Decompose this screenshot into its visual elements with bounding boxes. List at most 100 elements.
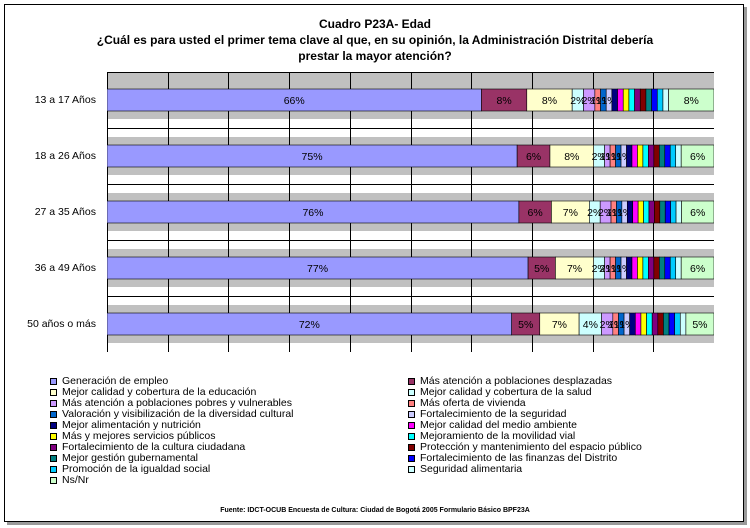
bar-segment [622,88,630,112]
chart-title: Cuadro P23A- Edad [318,17,432,31]
legend-label: Valoración y visibilización de la divers… [62,408,294,420]
bar-segment [626,256,633,280]
data-label: 2% [598,207,613,219]
legend-swatch [408,389,415,396]
data-label: 5% [518,319,533,331]
data-label: 7% [563,207,578,219]
legend-swatch [50,466,57,473]
legend-label: Protección y mantenimiento del espacio p… [420,441,642,453]
category-label: 27 a 35 Años [34,206,96,218]
bar-segment [637,144,644,168]
bar-segment [675,144,682,168]
bar-segment [646,312,653,336]
bar-segment [637,256,644,280]
bar-segment [632,200,639,224]
data-label: 66% [284,95,305,107]
legend-label: Mejor calidad y cobertura de la salud [420,386,592,398]
data-label: 2% [592,151,607,163]
bar-segment [659,200,666,224]
legend-label: Mejor calidad y cobertura de la educació… [62,386,257,398]
data-label: 72% [299,319,320,331]
data-label: 8% [564,151,579,163]
bar-segment [664,144,671,168]
data-label: 7% [552,319,567,331]
legend-label: Generación de empleo [62,375,169,387]
data-label: 8% [497,95,512,107]
bar-segment [645,88,652,112]
bar-segment [680,256,714,280]
bar-segment [651,88,658,112]
bar-segment [675,256,682,280]
legend-label: Mejor gestión gubernamental [62,452,198,464]
bar-chart: 66% 8% 8% 2%2%1%1%1% 8%75% 6% 8% 2%1%1%1%1% 6%76… [107,72,714,352]
legend-swatch [408,411,415,418]
bar-segment [659,144,666,168]
legend-swatch [408,400,415,407]
bar-segment [643,200,650,224]
legend-swatch [50,433,57,440]
bar-segment [657,312,664,336]
chart-subtitle-line2: prestar la mayor atención? [298,49,452,63]
bar-segment [642,144,649,168]
bar-segment [639,88,647,112]
legend-swatch [50,455,57,462]
legend-label: Más atención a poblaciones pobres y vuln… [62,397,292,409]
data-label: 8% [542,95,557,107]
bar-segment [631,256,638,280]
data-label: 2% [582,95,597,107]
bar-segment [628,88,635,112]
legend-swatch [50,400,57,407]
bar-segment [662,88,669,112]
legend-label: Promoción de la igualdad social [62,463,211,475]
bar-segment [653,256,660,280]
bar-segment [651,312,659,336]
bar-segment [670,200,677,224]
bar-segment [685,312,714,336]
legend-swatch [50,422,57,429]
plot-band [107,343,714,352]
data-label: 6% [528,207,543,219]
legend-swatch [408,444,415,451]
legend-label: Fortalecimiento de las finanzas del Dist… [420,452,618,464]
bar-segment [656,88,664,112]
data-label: 5% [534,263,549,275]
category-label: 18 a 26 Años [34,150,96,162]
legend-label: Mejoramiento de la movilidad vial [420,430,576,442]
legend-swatch [50,411,57,418]
bar-segment [669,144,677,168]
bar-segment [626,200,634,224]
category-label: 13 a 17 Años [34,94,96,106]
legend-label: Más oferta de vivienda [420,397,526,409]
data-label: 2% [587,207,602,219]
legend-label: Más atención a poblaciones desplazadas [420,375,613,387]
legend-swatch [50,444,57,451]
bar-segment [642,256,649,280]
bar-segment [675,200,682,224]
bar-segment [648,256,655,280]
bar-segment [659,256,666,280]
bar-segment [654,200,661,224]
legend-swatch [408,455,415,462]
bar-segment [664,200,671,224]
legend-swatch [408,466,415,473]
bar-segment [648,200,655,224]
legend-label: Fortalecimiento de la seguridad [420,408,567,420]
bar-segment [611,88,618,112]
data-label: 8% [684,95,699,107]
category-label: 36 a 49 Años [34,262,96,274]
data-label: 6% [690,207,705,219]
legend-swatch [408,378,415,385]
plot-area: 66% 8% 8% 2% 2% 1% 1% 1% 8% 75% 6% 8% 2% 1% 1% 1% 1% 6% 76… [107,72,714,352]
chart-titles: Cuadro P23A- Edad ¿Cuál es para usted el… [0,16,750,64]
legend-swatch [50,389,57,396]
bar-segment [640,312,647,336]
data-label: 77% [307,263,328,275]
category-label: 50 años o más [27,318,96,330]
bar-segment [680,144,714,168]
bar-segment [629,312,636,336]
bar-segment [669,256,677,280]
legend-label: Más y mejores servicios públicos [62,430,216,442]
bar-segment [664,256,671,280]
bar-segment [637,200,644,224]
data-label: 2% [570,95,585,107]
